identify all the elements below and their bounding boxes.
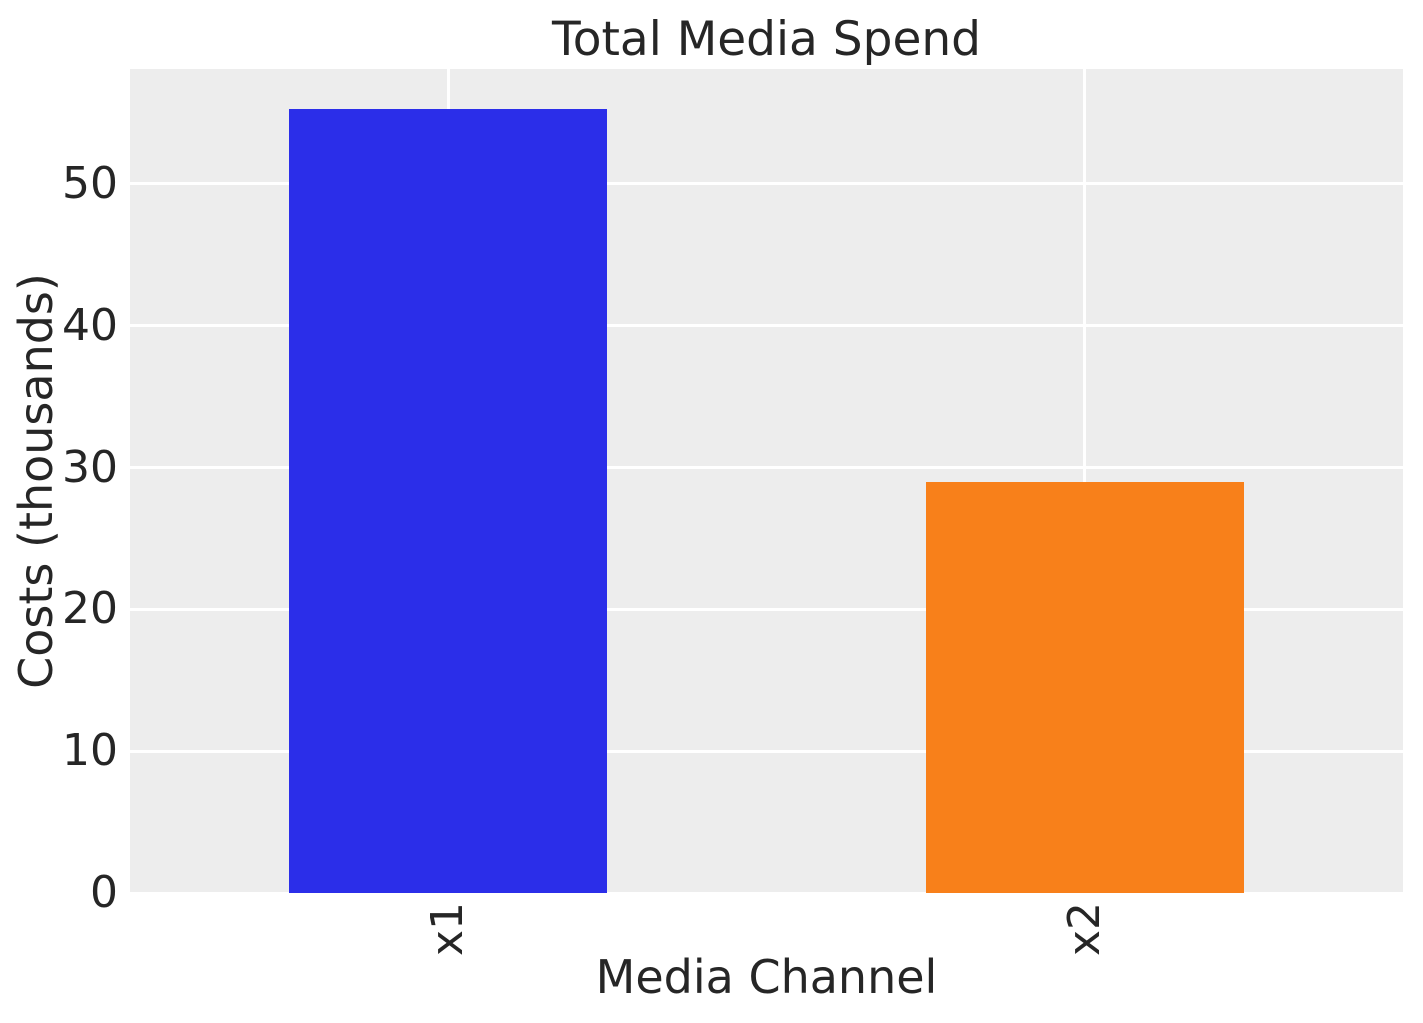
bar-x1 bbox=[289, 108, 608, 893]
y-tick-label: 0 bbox=[90, 867, 118, 918]
bar-x2 bbox=[925, 481, 1244, 893]
gridline-horizontal bbox=[130, 607, 1403, 611]
x-tick-label: x1 bbox=[422, 901, 474, 957]
x-axis-label: Media Channel bbox=[595, 950, 938, 1004]
y-tick-label: 40 bbox=[62, 299, 118, 351]
plot-area bbox=[130, 69, 1403, 895]
chart-title: Total Media Spend bbox=[551, 12, 981, 67]
gridline-horizontal bbox=[130, 466, 1403, 470]
gridline-horizontal bbox=[130, 891, 1403, 895]
y-tick-label: 30 bbox=[62, 441, 118, 493]
y-tick-label: 20 bbox=[62, 583, 118, 635]
gridline-horizontal bbox=[130, 324, 1403, 328]
y-tick-label: 50 bbox=[62, 157, 118, 209]
gridline-vertical bbox=[1083, 69, 1087, 893]
gridline-horizontal bbox=[130, 182, 1403, 186]
gridline-horizontal bbox=[130, 749, 1403, 753]
x-tick-label: x2 bbox=[1058, 901, 1110, 957]
y-tick-label: 10 bbox=[62, 725, 118, 777]
